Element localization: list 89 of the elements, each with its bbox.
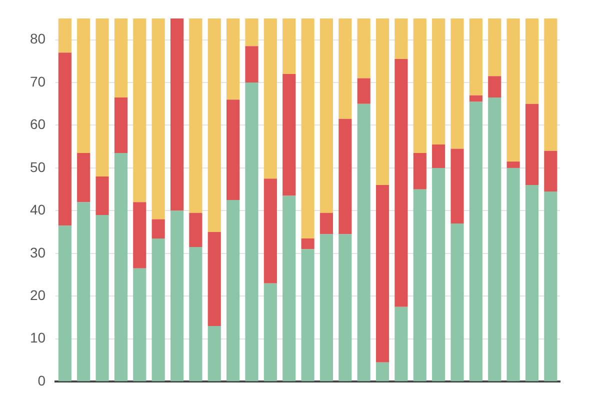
bar bbox=[469, 95, 482, 102]
bar bbox=[376, 362, 390, 382]
bar bbox=[264, 178, 277, 284]
bar bbox=[469, 102, 482, 382]
y-tick-label: 50 bbox=[30, 158, 46, 175]
bar bbox=[488, 18, 502, 76]
bar bbox=[394, 18, 408, 59]
bar bbox=[544, 150, 558, 192]
bar bbox=[208, 18, 221, 232]
bar bbox=[338, 118, 352, 234]
bar bbox=[208, 326, 221, 382]
bar bbox=[357, 104, 370, 382]
bar bbox=[301, 238, 314, 250]
bar bbox=[133, 202, 146, 268]
bar bbox=[189, 212, 202, 248]
bar bbox=[189, 18, 202, 213]
bar bbox=[320, 212, 334, 234]
bar bbox=[469, 18, 482, 96]
bar bbox=[394, 58, 408, 307]
bar bbox=[413, 189, 426, 382]
bar bbox=[114, 153, 128, 382]
bar bbox=[525, 104, 539, 186]
bar bbox=[338, 18, 352, 119]
bar bbox=[282, 196, 296, 382]
bar bbox=[506, 168, 520, 382]
bar bbox=[208, 232, 221, 326]
bar bbox=[226, 18, 240, 100]
bar bbox=[450, 18, 464, 149]
bar bbox=[432, 18, 446, 144]
bar bbox=[301, 249, 314, 382]
bar bbox=[413, 18, 426, 153]
y-tick-label: 60 bbox=[30, 116, 46, 132]
bar bbox=[488, 76, 502, 98]
bar bbox=[320, 234, 334, 382]
bar bbox=[450, 224, 464, 382]
bar bbox=[301, 18, 314, 238]
bar bbox=[544, 18, 558, 151]
y-tick-label: 0 bbox=[38, 372, 46, 388]
bar bbox=[58, 18, 72, 53]
bar bbox=[170, 18, 184, 211]
bar bbox=[357, 18, 370, 78]
bar bbox=[264, 283, 277, 382]
bar bbox=[525, 18, 539, 104]
bar bbox=[114, 97, 128, 153]
bar bbox=[58, 226, 72, 382]
bar bbox=[432, 144, 446, 168]
bar bbox=[264, 18, 277, 179]
bar bbox=[320, 18, 334, 213]
bar bbox=[114, 18, 128, 98]
bar bbox=[245, 18, 258, 46]
y-tick-label: 70 bbox=[30, 73, 46, 90]
y-tick-label: 80 bbox=[30, 30, 46, 47]
bar bbox=[58, 52, 72, 226]
bar bbox=[77, 18, 90, 153]
bar bbox=[77, 153, 90, 202]
bar bbox=[96, 18, 109, 176]
bar bbox=[226, 100, 240, 200]
bar bbox=[189, 247, 202, 382]
bar bbox=[413, 153, 426, 190]
bar bbox=[133, 18, 146, 202]
bar bbox=[152, 18, 165, 220]
bar bbox=[282, 18, 296, 74]
bar bbox=[226, 200, 240, 382]
bar bbox=[506, 162, 520, 168]
bar bbox=[152, 238, 165, 382]
bar bbox=[506, 18, 520, 162]
bar bbox=[525, 185, 539, 382]
y-tick-label: 30 bbox=[30, 244, 46, 260]
bar bbox=[488, 97, 502, 382]
bar bbox=[376, 185, 390, 362]
bar bbox=[376, 18, 390, 186]
bar bbox=[450, 148, 464, 224]
bar bbox=[96, 214, 109, 382]
bar bbox=[282, 74, 296, 196]
y-tick-label: 20 bbox=[30, 287, 46, 303]
bar bbox=[394, 306, 408, 382]
bar bbox=[245, 46, 258, 82]
bar bbox=[152, 219, 165, 238]
bar bbox=[133, 268, 146, 382]
bar bbox=[170, 210, 184, 382]
bar bbox=[245, 82, 258, 382]
bar bbox=[432, 168, 446, 382]
y-tick-label: 10 bbox=[30, 330, 46, 346]
bar bbox=[544, 191, 558, 382]
y-tick-label: 40 bbox=[30, 202, 46, 218]
bar bbox=[96, 176, 109, 215]
bar bbox=[357, 78, 370, 104]
bar bbox=[338, 234, 352, 382]
bar bbox=[77, 202, 90, 382]
